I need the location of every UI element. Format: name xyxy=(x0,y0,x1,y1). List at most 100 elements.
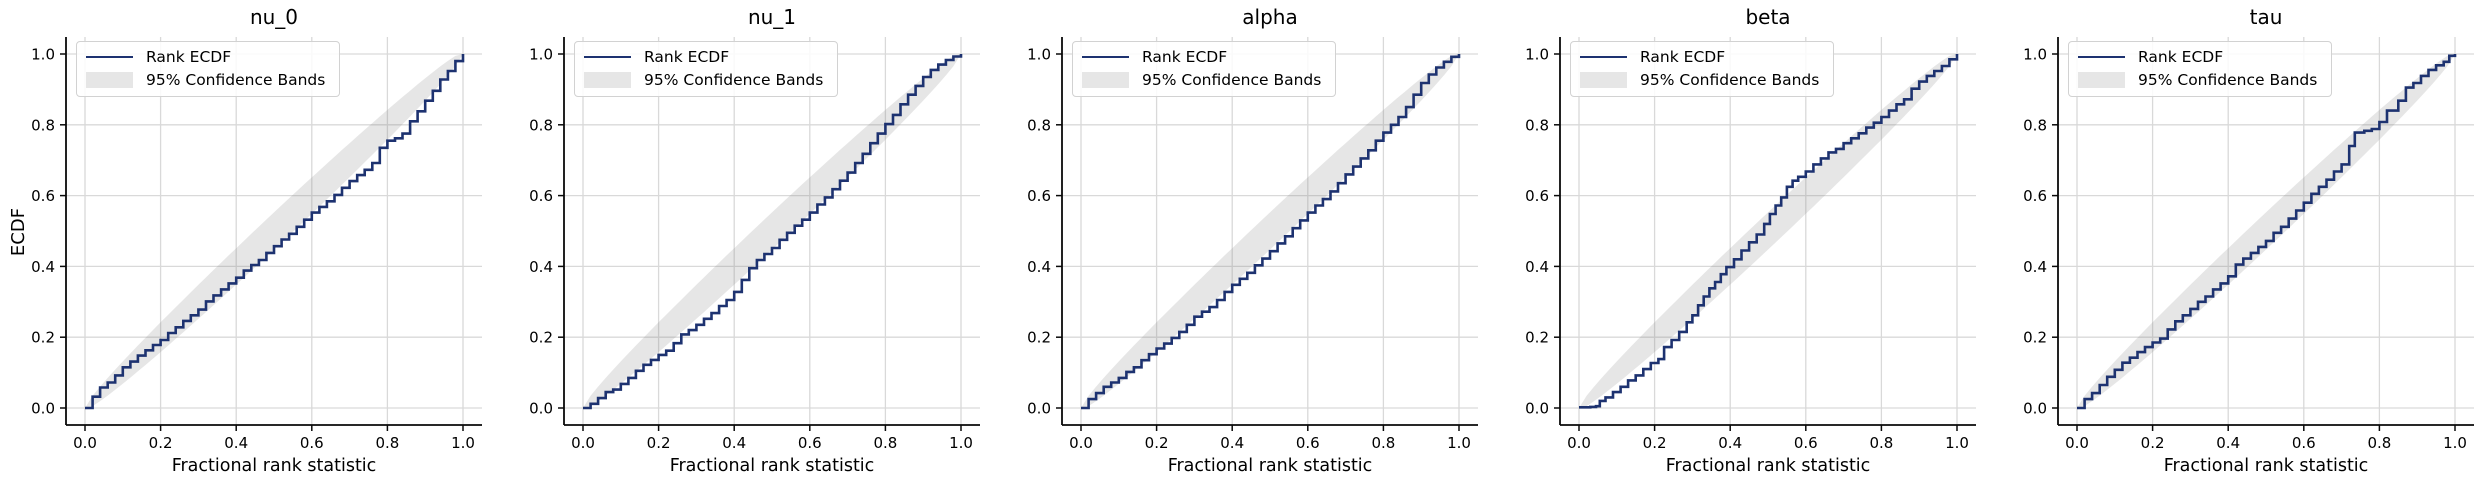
y-tick-label: 0.4 xyxy=(1027,258,1051,276)
x-axis-label: Fractional rank statistic xyxy=(1167,456,1373,476)
x-tick-label: 1.0 xyxy=(1447,434,1471,452)
subplot-alpha: alpha 0.0 0.2 0.4 0.6 0.8 1.0 0.0 0.2 0.4 0.6 0.8 1… xyxy=(996,0,1494,490)
y-tick-label: 1.0 xyxy=(529,46,553,64)
plot-canvas: 0.0 0.2 0.4 0.6 0.8 1.0 0.0 0.2 0.4 0.6 0.8 1.0 xyxy=(529,37,980,452)
x-tick-label: 0.8 xyxy=(375,434,399,452)
x-tick-label: 0.2 xyxy=(647,434,671,452)
legend-band-label: 95% Confidence Bands xyxy=(1640,71,1820,89)
x-tick-label: 1.0 xyxy=(2443,434,2467,452)
y-tick-label: 0.0 xyxy=(1027,400,1051,418)
x-tick-label: 1.0 xyxy=(1945,434,1969,452)
plot-title: nu_1 xyxy=(747,5,797,29)
legend: Rank ECDF 95% Confidence Bands xyxy=(1072,41,1337,97)
y-tick-label: 0.6 xyxy=(2023,187,2047,205)
confidence-band xyxy=(1081,54,1459,408)
x-axis-label: Fractional rank statistic xyxy=(669,456,875,476)
legend-band-label: 95% Confidence Bands xyxy=(1142,71,1322,89)
subplot-beta: beta 0.0 0.2 0.4 0.6 0.8 1.0 0.0 0.2 0.4 0.6 0.8 1.… xyxy=(1494,0,1992,490)
confidence-band xyxy=(583,54,961,408)
x-tick-label: 0.4 xyxy=(722,434,746,452)
plot-title: nu_0 xyxy=(249,5,299,29)
x-tick-label: 0.8 xyxy=(1869,434,1893,452)
x-tick-label: 0.6 xyxy=(798,434,822,452)
legend-line-label: Rank ECDF xyxy=(1142,48,1228,66)
plot-title: alpha xyxy=(1242,5,1298,29)
x-tick-label: 0.2 xyxy=(149,434,173,452)
legend-entry-confidence-band: 95% Confidence Bands xyxy=(86,71,325,89)
y-tick-label: 0.2 xyxy=(1525,329,1549,347)
x-tick-label: 0.0 xyxy=(571,434,595,452)
plot-canvas: 0.0 0.2 0.4 0.6 0.8 1.0 0.0 0.2 0.4 0.6 0.8 1.0 xyxy=(2023,37,2474,452)
y-tick-label: 0.6 xyxy=(31,187,55,205)
y-tick-label: 1.0 xyxy=(31,46,55,64)
y-tick-label: 1.0 xyxy=(1525,46,1549,64)
y-tick-label: 0.2 xyxy=(1027,329,1051,347)
y-tick-label: 0.4 xyxy=(1525,258,1549,276)
legend-band-swatch xyxy=(1082,72,1129,88)
y-tick-label: 1.0 xyxy=(1027,46,1051,64)
legend-line-label: Rank ECDF xyxy=(644,48,730,66)
x-tick-label: 0.0 xyxy=(1567,434,1591,452)
x-tick-label: 0.0 xyxy=(73,434,97,452)
legend-line-label: Rank ECDF xyxy=(2138,48,2224,66)
x-axis-label: Fractional rank statistic xyxy=(2163,456,2369,476)
x-tick-label: 0.4 xyxy=(1220,434,1244,452)
y-tick-label: 0.8 xyxy=(1027,116,1051,134)
plot-title: tau xyxy=(2249,5,2283,29)
legend-band-label: 95% Confidence Bands xyxy=(2138,71,2318,89)
legend-entry-rank-ecdf: Rank ECDF xyxy=(1082,48,1321,66)
x-tick-label: 0.4 xyxy=(1718,434,1742,452)
x-tick-label: 0.4 xyxy=(224,434,248,452)
plot-title: beta xyxy=(1745,5,1791,29)
y-tick-label: 0.0 xyxy=(31,400,55,418)
x-tick-label: 0.8 xyxy=(1371,434,1395,452)
legend-band-swatch xyxy=(1580,72,1627,88)
x-tick-label: 0.4 xyxy=(2216,434,2240,452)
confidence-band xyxy=(85,54,463,408)
legend: Rank ECDF 95% Confidence Bands xyxy=(574,41,839,97)
legend-line-swatch xyxy=(2078,55,2125,59)
x-tick-label: 0.2 xyxy=(1145,434,1169,452)
x-tick-label: 0.0 xyxy=(2065,434,2089,452)
x-tick-label: 0.8 xyxy=(873,434,897,452)
y-tick-label: 0.4 xyxy=(529,258,553,276)
rank-ecdf-line xyxy=(1081,54,1461,410)
legend-line-swatch xyxy=(1082,55,1129,59)
legend-line-label: Rank ECDF xyxy=(146,48,232,66)
y-tick-label: 0.4 xyxy=(31,258,55,276)
rank-ecdf-line xyxy=(85,54,465,410)
x-tick-label: 1.0 xyxy=(949,434,973,452)
legend-entry-rank-ecdf: Rank ECDF xyxy=(86,48,325,66)
legend-band-label: 95% Confidence Bands xyxy=(644,71,824,89)
subplot-tau: tau 0.0 0.2 0.4 0.6 0.8 1.0 0.0 0.2 0.4 0.6 0.8 1.0… xyxy=(1992,0,2490,490)
y-tick-label: 0.4 xyxy=(2023,258,2047,276)
y-tick-label: 0.6 xyxy=(529,187,553,205)
rank-ecdf-line xyxy=(1579,54,1959,409)
y-tick-label: 0.8 xyxy=(1525,116,1549,134)
x-tick-label: 0.2 xyxy=(2141,434,2165,452)
legend-entry-rank-ecdf: Rank ECDF xyxy=(1580,48,1819,66)
legend-entry-confidence-band: 95% Confidence Bands xyxy=(1580,71,1819,89)
legend-entry-confidence-band: 95% Confidence Bands xyxy=(1082,71,1321,89)
y-tick-label: 1.0 xyxy=(2023,46,2047,64)
legend-line-swatch xyxy=(584,55,631,59)
x-tick-label: 0.6 xyxy=(2292,434,2316,452)
y-tick-label: 0.0 xyxy=(529,400,553,418)
legend-entry-confidence-band: 95% Confidence Bands xyxy=(584,71,823,89)
y-tick-label: 0.8 xyxy=(2023,116,2047,134)
legend-line-swatch xyxy=(1580,55,1627,59)
rank-ecdf-line xyxy=(2077,54,2457,410)
legend-line-label: Rank ECDF xyxy=(1640,48,1726,66)
y-tick-label: 0.2 xyxy=(31,329,55,347)
legend: Rank ECDF 95% Confidence Bands xyxy=(76,41,341,97)
x-tick-label: 0.0 xyxy=(1069,434,1093,452)
legend-band-swatch xyxy=(584,72,631,88)
y-tick-label: 0.2 xyxy=(2023,329,2047,347)
rank-ecdf-line xyxy=(583,54,963,410)
confidence-band xyxy=(2077,54,2455,408)
legend: Rank ECDF 95% Confidence Bands xyxy=(2068,41,2333,97)
plot-canvas: 0.0 0.2 0.4 0.6 0.8 1.0 0.0 0.2 0.4 0.6 0.8 1.0 xyxy=(31,37,482,452)
x-tick-label: 0.2 xyxy=(1643,434,1667,452)
subplot-nu-0: nu_0 ECDF 0.0 0.2 0.4 0.6 0.8 1.0 0.0 0.2 0.4 0.6… xyxy=(0,0,498,490)
